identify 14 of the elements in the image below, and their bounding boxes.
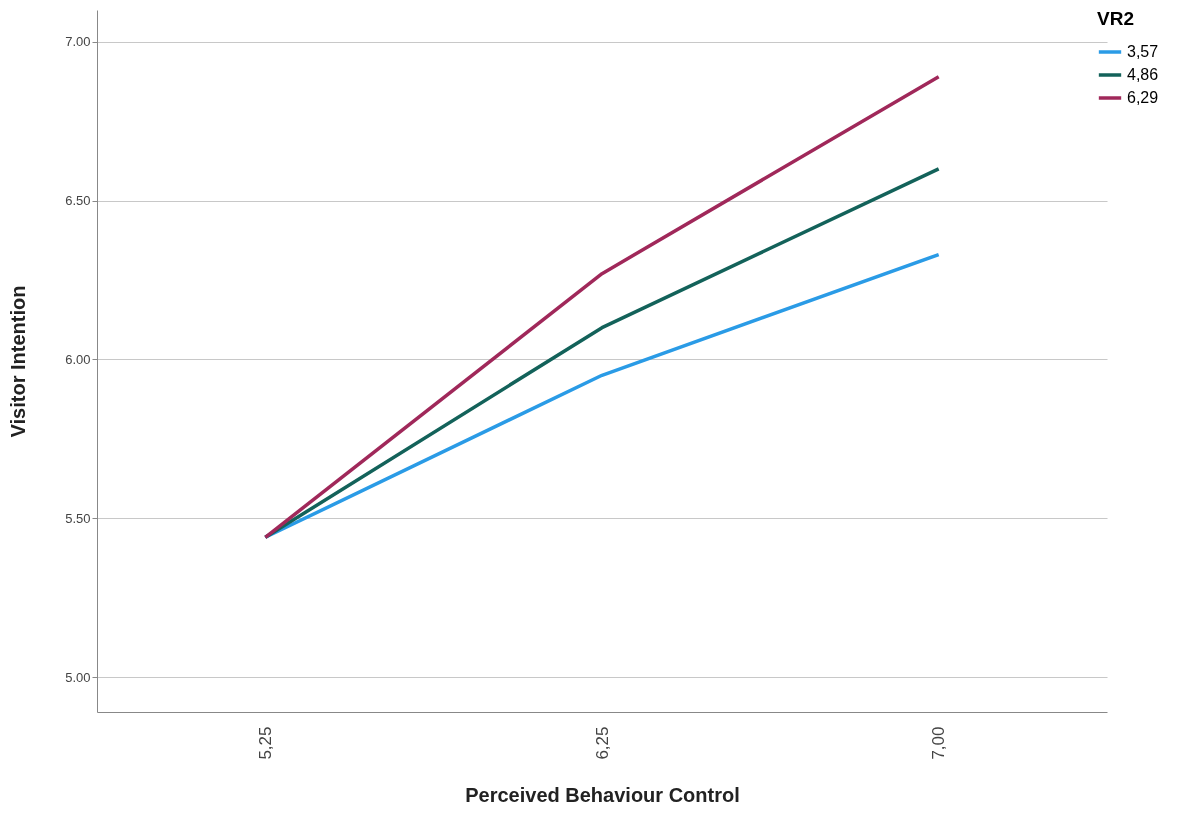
legend-label: 4,86 <box>1127 66 1159 83</box>
y-tick-label: 7.00 <box>65 34 91 50</box>
y-axis-title: Visitor Intention <box>7 285 30 438</box>
y-tick-label: 6.50 <box>65 193 91 209</box>
y-tick-label: 6.00 <box>65 351 91 367</box>
x-axis-title: Perceived Behaviour Control <box>465 783 740 806</box>
x-tick-label: 6,25 <box>592 726 612 760</box>
x-tick-label: 5,25 <box>255 726 275 760</box>
x-tick-label: 7,00 <box>929 726 949 760</box>
y-tick-label: 5.00 <box>65 669 91 685</box>
legend-title: VR2 <box>1097 8 1134 29</box>
legend-label: 6,29 <box>1127 89 1159 106</box>
legend-label: 3,57 <box>1127 43 1159 60</box>
y-tick-label: 5.50 <box>65 510 91 526</box>
